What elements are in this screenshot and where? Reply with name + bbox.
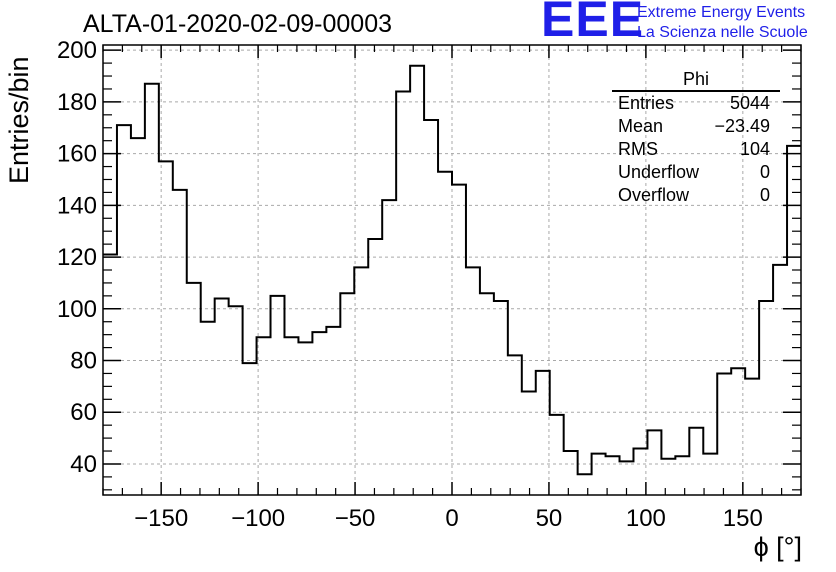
x-tick-label: 100 bbox=[626, 505, 666, 532]
y-tick-label: 40 bbox=[70, 451, 97, 478]
histogram-bin bbox=[382, 200, 396, 495]
y-tick-label: 180 bbox=[57, 89, 97, 116]
y-tick-label: 200 bbox=[57, 37, 97, 64]
stats-title: Phi bbox=[612, 68, 780, 92]
eee-logo: EEE bbox=[541, 0, 645, 47]
x-axis-label: ϕ [°] bbox=[753, 532, 802, 562]
histogram-bin bbox=[522, 392, 536, 495]
stats-value: 5044 bbox=[729, 93, 770, 113]
x-tick-label: −150 bbox=[134, 505, 188, 532]
histogram-bin bbox=[550, 415, 564, 495]
histogram-bin bbox=[508, 355, 522, 495]
histogram-bin bbox=[201, 322, 215, 495]
histogram-bin bbox=[340, 293, 354, 495]
histogram-bin bbox=[717, 373, 731, 495]
histogram-bin bbox=[215, 298, 229, 495]
axis-ticks bbox=[102, 45, 802, 495]
y-tick-label: 60 bbox=[70, 399, 97, 426]
histogram-bin bbox=[410, 66, 424, 495]
stats-row-underflow: Underflow 0 bbox=[612, 161, 780, 184]
histogram-bin bbox=[452, 185, 466, 495]
histogram-bin bbox=[647, 430, 661, 495]
histogram-bin bbox=[689, 428, 703, 495]
histogram-bin bbox=[592, 454, 606, 495]
stats-value: 104 bbox=[739, 139, 770, 159]
stats-label: Underflow bbox=[618, 162, 700, 182]
histogram-bin bbox=[243, 363, 257, 495]
histogram-bin bbox=[480, 293, 494, 495]
y-tick-label: 100 bbox=[57, 296, 97, 323]
histogram-bin bbox=[396, 92, 410, 495]
y-tick-label: 140 bbox=[57, 192, 97, 219]
histogram-bin bbox=[424, 120, 438, 495]
histogram-bin bbox=[578, 474, 592, 495]
logo-line-1: Extreme Energy Events bbox=[637, 4, 806, 21]
histogram-bin bbox=[633, 448, 647, 495]
histogram-bin bbox=[787, 146, 801, 495]
histogram-bin bbox=[368, 239, 382, 495]
histogram-bin bbox=[466, 267, 480, 495]
histogram-bin bbox=[536, 371, 550, 495]
histogram-bin bbox=[494, 301, 508, 495]
stats-value: 0 bbox=[759, 185, 770, 205]
histogram-bin bbox=[326, 327, 340, 495]
histogram-bin bbox=[312, 332, 326, 495]
stats-value: −23.49 bbox=[714, 116, 770, 136]
histogram-bin bbox=[675, 456, 689, 495]
stats-label: Overflow bbox=[618, 185, 690, 205]
x-tick-label: 50 bbox=[536, 505, 563, 532]
logo-line-2: La Scienza nelle Scuole bbox=[637, 24, 808, 41]
stats-row-entries: Entries 5044 bbox=[612, 92, 780, 115]
histogram-bin bbox=[173, 190, 187, 495]
histogram-bin bbox=[145, 84, 159, 495]
stats-label: Entries bbox=[618, 93, 675, 113]
histogram-bin bbox=[187, 283, 201, 495]
histogram-bin bbox=[606, 456, 620, 495]
stats-row-overflow: Overflow 0 bbox=[612, 184, 780, 207]
histogram-bin bbox=[271, 296, 285, 495]
histogram-bin bbox=[564, 451, 578, 495]
y-tick-label: 120 bbox=[57, 244, 97, 271]
x-tick-label: 150 bbox=[723, 505, 763, 532]
histogram-bin bbox=[773, 265, 787, 495]
stats-box: Phi Entries 5044 Mean −23.49 RMS 104 Und… bbox=[612, 68, 780, 207]
stats-row-mean: Mean −23.49 bbox=[612, 115, 780, 138]
histogram-bin bbox=[759, 301, 773, 495]
histogram-bin bbox=[298, 342, 312, 495]
histogram-bin bbox=[131, 138, 145, 495]
x-tick-label: 0 bbox=[445, 505, 458, 532]
histogram-bin bbox=[745, 379, 759, 495]
stats-value: 0 bbox=[759, 162, 770, 182]
y-tick-label: 160 bbox=[57, 141, 97, 168]
chart-title: ALTA-01-2020-02-09-00003 bbox=[83, 10, 392, 38]
histogram-bin bbox=[354, 267, 368, 495]
histogram-bin bbox=[103, 254, 117, 495]
histogram-bin bbox=[284, 337, 298, 495]
axis-tick-labels: −150 −100 −50 0 50 100 150 40 60 80 100 120 140 160 18… bbox=[57, 37, 763, 532]
histogram-bin bbox=[159, 161, 173, 495]
x-tick-label: −50 bbox=[335, 505, 376, 532]
histogram-bin bbox=[117, 125, 131, 495]
x-tick-label: −100 bbox=[231, 505, 285, 532]
histogram-bin bbox=[661, 459, 675, 495]
y-tick-label: 80 bbox=[70, 348, 97, 375]
histogram-bin bbox=[703, 454, 717, 495]
histogram-line bbox=[103, 64, 801, 476]
stats-row-rms: RMS 104 bbox=[612, 138, 780, 161]
histogram-bin bbox=[620, 461, 634, 495]
stats-label: RMS bbox=[618, 139, 658, 159]
plot-frame bbox=[102, 44, 802, 496]
histogram-bin bbox=[438, 172, 452, 495]
histogram-bin bbox=[731, 368, 745, 495]
y-axis-label: Entries/bin bbox=[4, 56, 34, 184]
histogram-bin bbox=[257, 337, 271, 495]
histogram-bin bbox=[229, 306, 243, 495]
stats-label: Mean bbox=[618, 116, 664, 136]
